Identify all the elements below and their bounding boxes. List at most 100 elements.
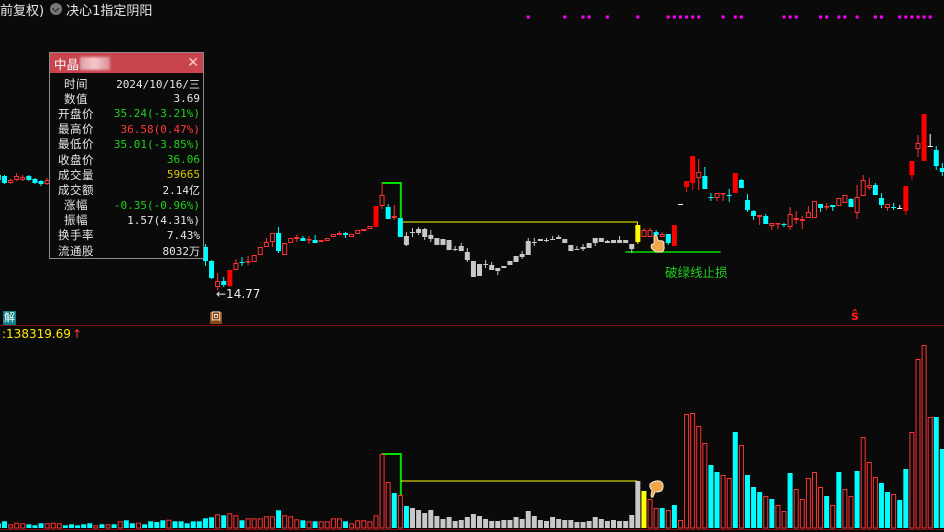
volume-bar [690,413,696,529]
candle-body [312,240,318,243]
volume-bar [641,491,647,528]
candle-body [617,240,623,243]
indicator-name[interactable]: 决心1指定阴阳 [66,3,153,19]
candle-body [714,193,720,198]
candle-body [708,197,714,198]
volume-bar [227,513,233,529]
candle-body [598,238,604,242]
candle-body [446,240,452,250]
candle-body [757,215,763,217]
volume-bar [477,516,483,528]
volume-bars [0,345,944,529]
yellow-level-line [400,221,638,228]
candle-body [842,195,848,203]
candle-body [410,232,416,233]
volume-bar [635,481,641,528]
volume-bar [763,496,769,529]
candles [0,114,944,290]
candle-body [397,218,403,237]
volume-bar [799,499,805,529]
candle-body [933,150,939,166]
volume-bar [397,495,403,529]
volume-bar [196,521,202,528]
candle-body [860,180,866,196]
volume-bar [269,516,275,529]
signal-dot [721,15,725,19]
signal-dot [672,15,676,19]
volume-bar [775,505,781,529]
candle-body [854,197,860,213]
volume-bar [99,524,105,528]
candle-body [659,234,665,237]
hand-pointer-icon [650,234,665,253]
volume-bar [897,500,903,528]
volume-bar [842,489,848,529]
signal-dot [782,15,786,19]
volume-bar [659,508,665,528]
candle-body [738,180,744,188]
volume-bar [20,523,26,529]
tooltip-row: 振幅 1.57(4.31%) [50,213,203,228]
tooltip-header[interactable]: 中晶 ✕ [50,53,203,73]
green-bracket-line [381,182,402,218]
adjust-mode-label[interactable]: 前复权) [0,3,45,19]
candle-body [251,255,257,262]
candle-body [872,185,878,195]
signal-dot [922,15,926,19]
volume-bar [525,511,531,528]
tooltip-label: 换手率 [58,228,94,243]
volume-bar [257,518,263,529]
signal-dot [581,15,585,19]
volume-bar [653,508,659,529]
volume-bar [544,521,549,528]
tooltip-label: 数值 [64,91,88,106]
volume-bar [574,522,580,528]
tooltip-row: 最高价 36.58(0.47%) [50,122,203,137]
chevron-down-icon[interactable] [50,3,63,15]
signal-dot [837,15,841,19]
tooltip-label: 振幅 [64,213,88,228]
candle-body [921,114,927,161]
candle-body [330,234,336,237]
volume-bar [647,499,653,529]
candle-body [343,233,349,235]
tooltip-value: -0.35(-0.96%) [113,198,200,212]
candle-body [787,214,793,227]
candle-body [781,224,787,225]
volume-bar [891,494,897,529]
volume-bar [464,517,470,528]
jie-badge[interactable]: 解 [3,311,16,325]
blurred-name [80,56,111,70]
candle-body [568,245,574,251]
volume-bar [318,521,324,529]
volume-bar [367,521,373,529]
candle-body [635,225,641,242]
tooltip-row: 流通股 8032万 [50,243,203,258]
candle-body [215,281,221,287]
data-tooltip-panel: 中晶 ✕ 时间 2024/10/16/三 数值 3.69 开盘价 35.24(-3.21%… [49,52,204,259]
hui-badge[interactable]: 回 [210,312,222,324]
tooltip-label: 成交额 [58,182,94,197]
close-icon[interactable]: ✕ [187,55,199,71]
volume-bar [282,515,288,529]
candle-body [233,263,239,270]
volume-bar [677,520,683,529]
candle-body [32,179,38,183]
signal-dot [678,15,682,19]
candle-body [878,198,884,205]
candle-body [550,239,556,240]
tooltip-value: 59665 [166,168,200,182]
volume-bar [738,445,744,529]
volume-max-value: :138319.69 [2,327,71,341]
tooltip-value: 36.06 [166,153,200,167]
tooltip-row: 最低价 35.01(-3.85%) [50,137,203,152]
volume-bar [166,519,172,529]
candle-body [422,229,428,237]
tooltip-label: 最低价 [58,137,94,152]
volume-bar [178,521,184,528]
volume-bar [379,454,385,529]
candle-body [355,230,361,234]
candle-body [653,232,659,235]
volume-bar [811,472,817,529]
